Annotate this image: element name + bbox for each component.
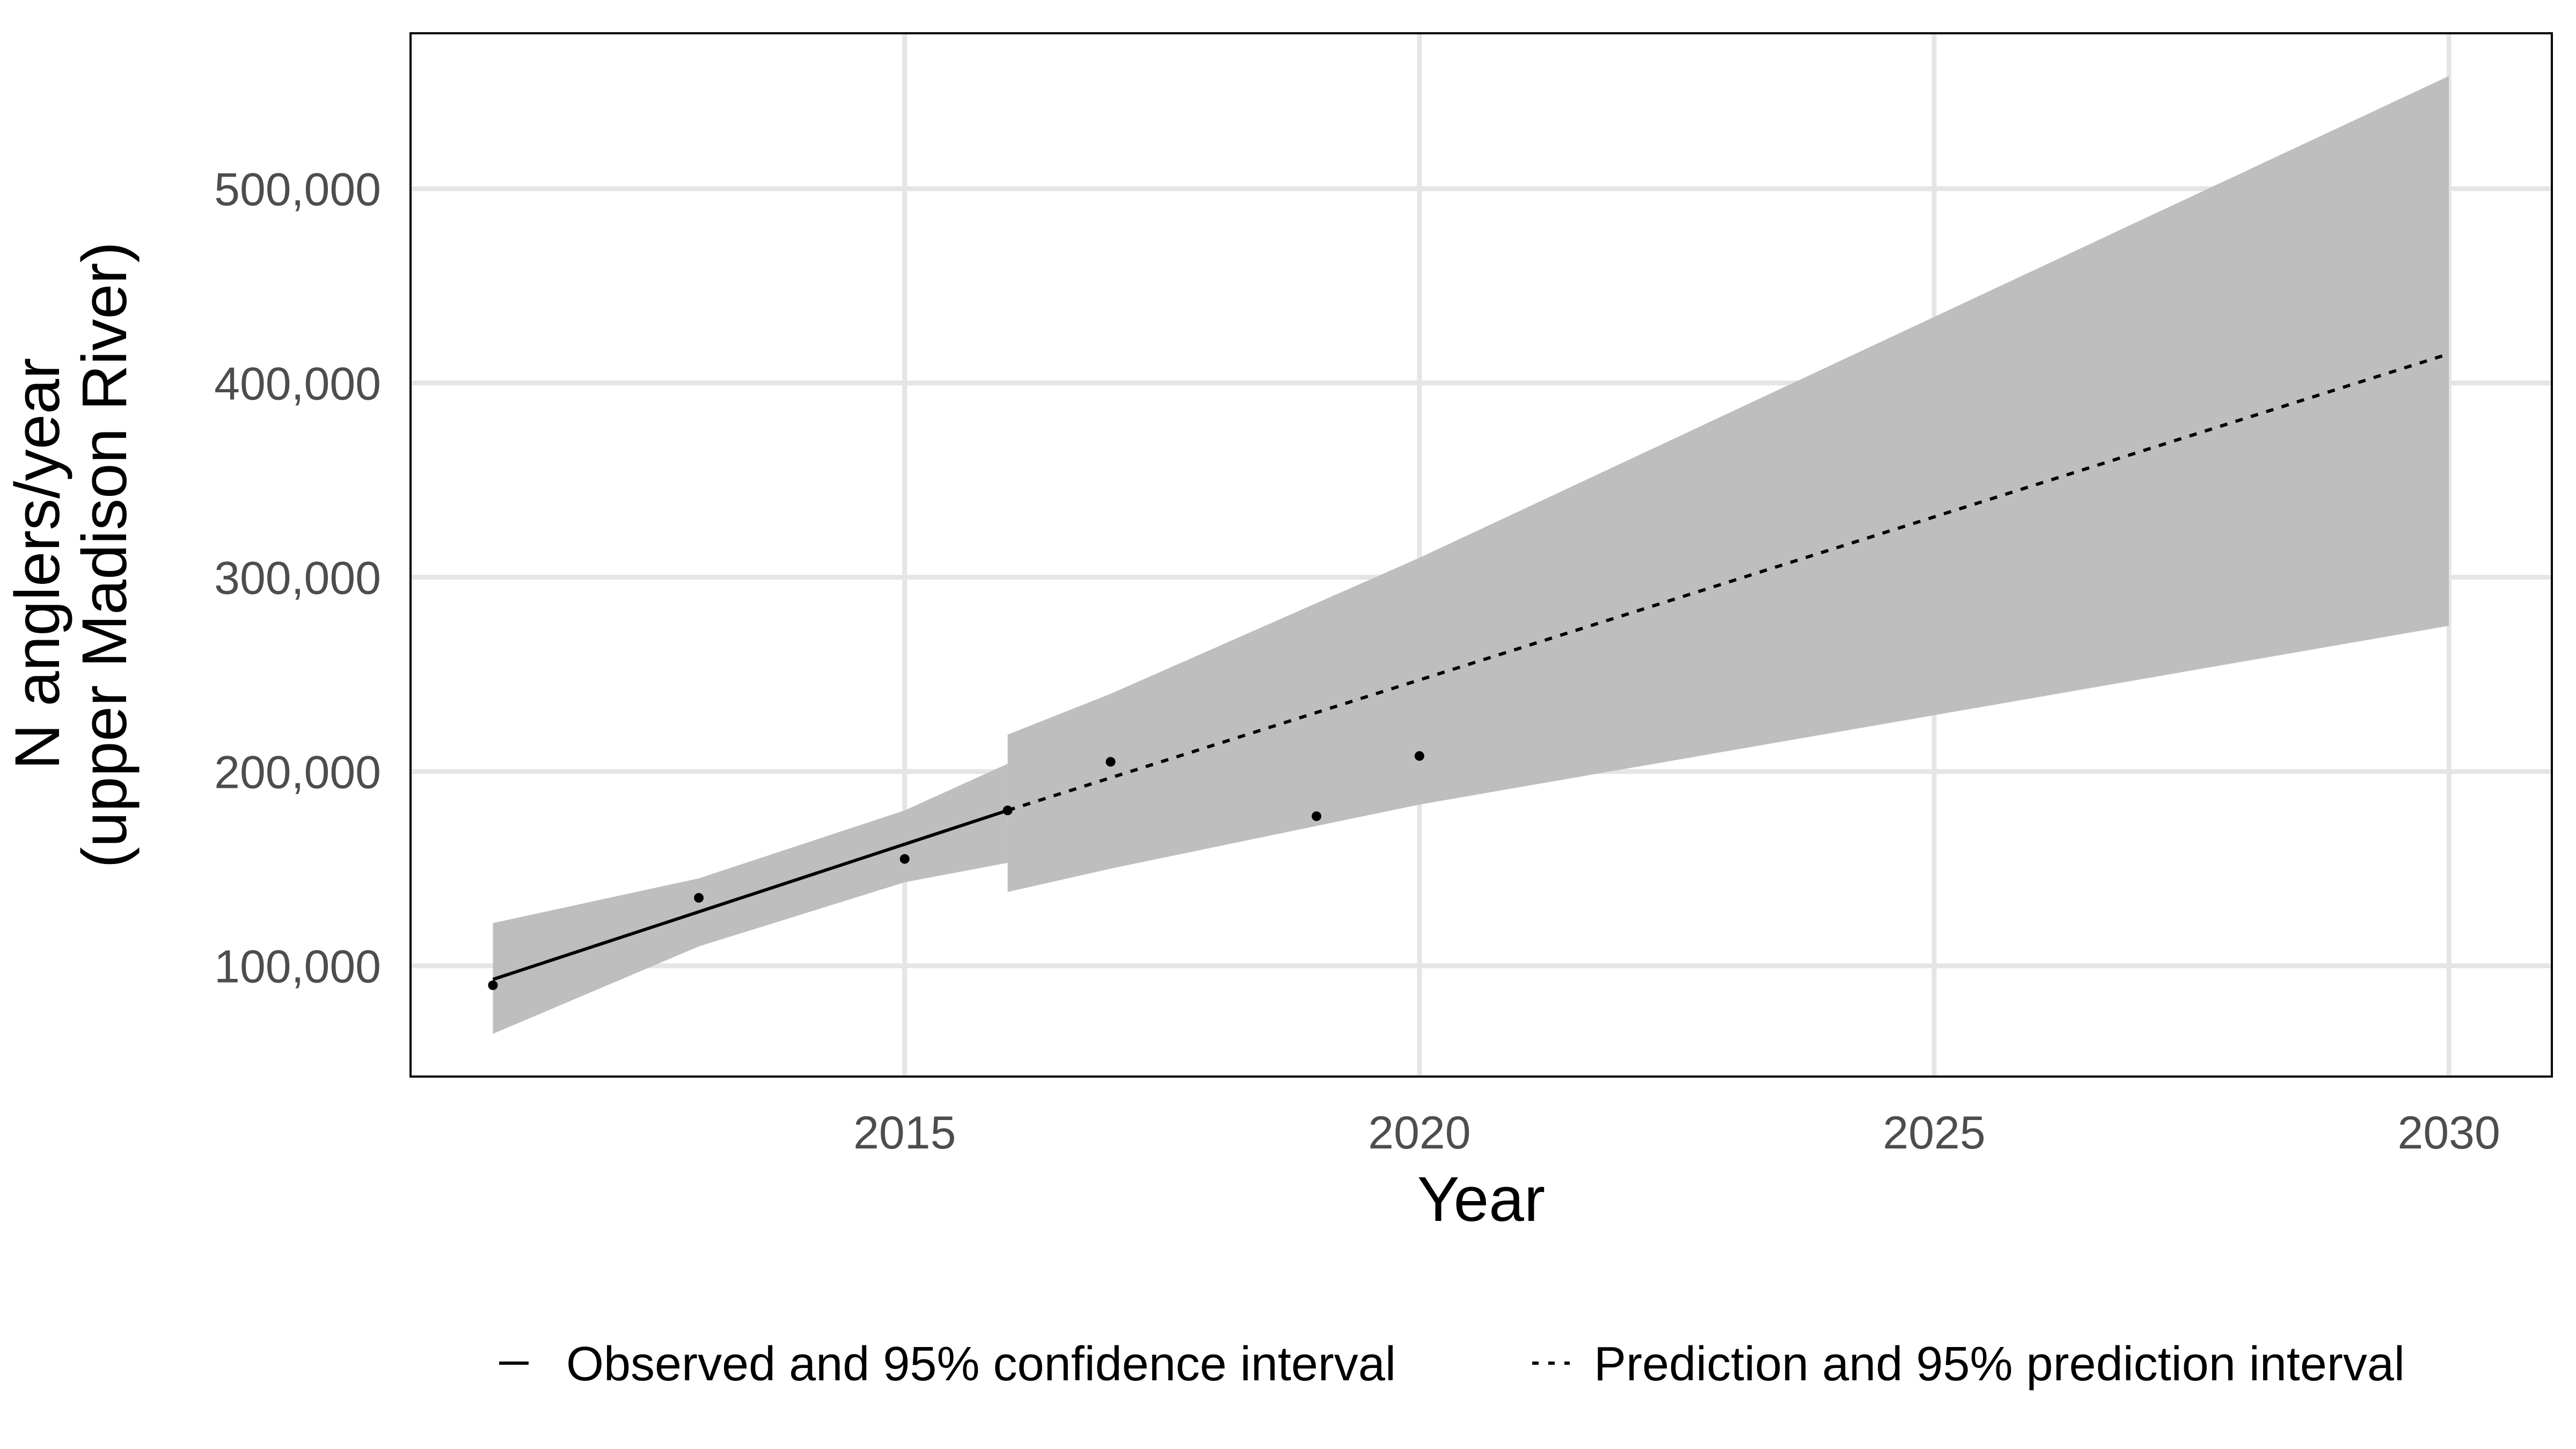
x-tick-label: 2015 (853, 1107, 956, 1159)
y-tick-label: 500,000 (214, 164, 381, 216)
y-tick-label: 100,000 (214, 941, 381, 993)
fit-lines (492, 352, 2450, 981)
data-point (1414, 751, 1424, 761)
observed-points (488, 751, 1424, 990)
observed-fit-line (492, 809, 1008, 981)
panel-border (409, 32, 2553, 1078)
prediction-interval-band (1007, 76, 2449, 892)
x-tick-label: 2020 (1368, 1107, 1470, 1159)
x-tick-label: 2030 (2398, 1107, 2500, 1159)
data-point (1106, 757, 1116, 767)
interval-bands (493, 76, 2449, 1034)
prediction-fit-line (1007, 352, 2450, 812)
y-axis-title-line-2: (upper Madison River) (69, 241, 140, 868)
legend-label-observed: Observed and 95% confidence interval (566, 1337, 1396, 1391)
y-axis-title: N anglers/year (upper Madison River) (2, 241, 140, 868)
x-axis-tick-labels: 2015 2020 2025 2030 (853, 1107, 2500, 1159)
data-point (1002, 806, 1013, 816)
data-point (1312, 811, 1322, 821)
y-tick-label: 200,000 (214, 747, 381, 799)
x-tick-label: 2025 (1883, 1107, 1985, 1159)
y-axis-tick-labels: 100,000 200,000 300,000 400,000 500,000 (214, 164, 381, 993)
legend-label-prediction: Prediction and 95% prediction interval (1594, 1337, 2405, 1391)
data-point (694, 892, 704, 903)
data-point (488, 980, 498, 990)
data-point (899, 854, 910, 864)
x-axis-title: Year (1417, 1164, 1545, 1235)
y-axis-title-line-1: N anglers/year (2, 358, 73, 770)
legend: Observed and 95% confidence interval Pre… (499, 1337, 2405, 1391)
y-tick-label: 300,000 (214, 553, 381, 604)
confidence-interval-band (493, 764, 1008, 1034)
y-tick-label: 400,000 (214, 358, 381, 410)
